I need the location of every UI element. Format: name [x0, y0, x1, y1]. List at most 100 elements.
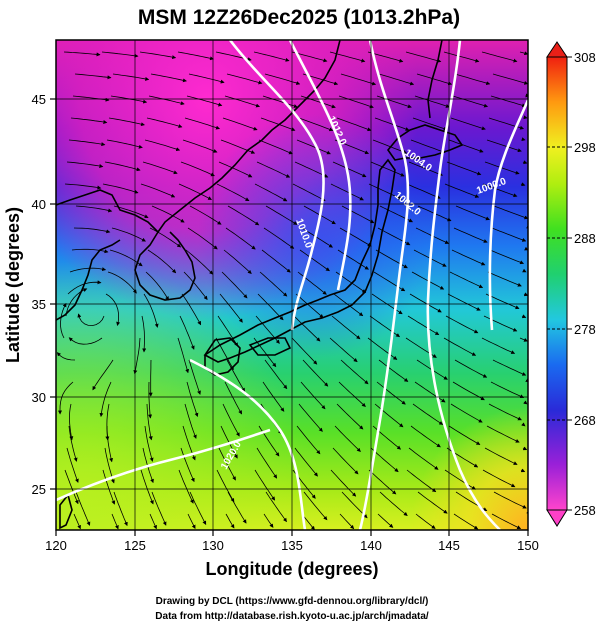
wind-streamline [183, 271, 208, 301]
wind-streamline [416, 73, 453, 86]
wind-streamline [217, 315, 239, 347]
wind-streamline [369, 315, 401, 338]
wind-streamline [406, 183, 441, 199]
wind-streamline [372, 139, 408, 154]
wind-streamline [112, 73, 150, 81]
y-tick-label: 40 [32, 197, 46, 212]
colorbar-tick-label: 308 [574, 50, 596, 65]
wind-streamline [60, 302, 67, 339]
wind-streamline [188, 359, 201, 395]
wind-streamline [63, 51, 101, 57]
wind-streamline [184, 403, 197, 439]
wind-streamline [263, 513, 274, 528]
wind-streamline [220, 139, 256, 154]
wind-streamline [178, 183, 212, 200]
wind-streamline [295, 293, 324, 319]
colorbar-tick-label: 268 [574, 413, 596, 428]
wind-streamline [490, 95, 527, 108]
wind-streamline [303, 491, 328, 521]
china-east-coast [56, 239, 121, 321]
wind-streamline [111, 227, 146, 242]
colorbar: 308 298 288 278 268 258 [546, 41, 596, 527]
wind-streamline [133, 337, 141, 375]
wind-streamline [149, 227, 182, 248]
wind-streamline [219, 293, 243, 323]
wind-streamline [106, 425, 113, 463]
wind-streamline [299, 249, 330, 272]
wind-streamline [75, 491, 91, 526]
wind-streamline [253, 51, 290, 62]
wind-streamline [257, 293, 284, 321]
wind-streamline [294, 447, 318, 477]
colorbar-tick-label: 288 [574, 231, 596, 246]
wind-streamline [218, 161, 253, 178]
wind-streamline [150, 73, 187, 83]
wind-streamline [146, 403, 153, 441]
wind-streamline [58, 381, 74, 415]
wind-streamline [410, 139, 446, 154]
wind-streamline [146, 117, 183, 128]
wind-streamline [408, 447, 439, 470]
wind-streamline [264, 73, 301, 85]
wind-streamline [331, 315, 361, 340]
wind-streamline [332, 161, 367, 178]
wind-streamline [481, 51, 518, 63]
isobar-1016 [189, 358, 307, 530]
wind-streamline [450, 117, 486, 131]
map-title: MSM 12Z26Dec2025 (1013.2hPa) [138, 6, 460, 29]
y-tick-label: 35 [32, 297, 46, 312]
wind-streamline [105, 293, 121, 326]
colorbar-max-arrow [546, 41, 568, 58]
wind-streamline [302, 359, 329, 387]
wind-streamline [180, 447, 195, 483]
wind-streamline [258, 425, 280, 457]
wind-streamline [67, 280, 102, 295]
wind-streamline [222, 403, 240, 437]
wind-streamline [374, 117, 410, 131]
wind-streamline [225, 227, 256, 250]
wind-streamline [224, 95, 261, 108]
wind-streamline [260, 117, 296, 132]
colorbar-min-arrow [546, 509, 568, 527]
korean-peninsula [134, 231, 196, 301]
wind-streamline [256, 447, 278, 479]
x-tick-label: 135 [281, 538, 303, 553]
wind-streamline [178, 469, 194, 504]
wind-streamline [414, 381, 446, 403]
wind-streamline [149, 513, 157, 530]
wind-streamline [140, 183, 176, 198]
wind-streamline [483, 315, 518, 332]
wind-streamline [408, 161, 444, 176]
y-axis-label: Latitude (degrees) [3, 207, 23, 363]
wind-streamline [490, 381, 525, 399]
wind-streamline [265, 491, 287, 523]
wind-streamline [73, 227, 111, 234]
wind-streamline [186, 95, 223, 107]
wind-streamline [218, 447, 236, 481]
wind-streamline [486, 139, 522, 153]
wind-streamline [454, 359, 488, 378]
shikoku-coastline [248, 337, 292, 356]
wind-streamline [367, 337, 398, 360]
wind-streamline [298, 403, 323, 432]
wind-streamline [189, 491, 207, 525]
wind-streamline [215, 337, 234, 371]
wind-streamline [177, 337, 190, 374]
wind-streamline [489, 249, 525, 265]
wind-streamline [187, 227, 218, 250]
wind-streamline [491, 227, 527, 242]
wind-streamline [417, 491, 448, 514]
wind-streamline [104, 161, 141, 172]
wind-streamline [151, 205, 185, 223]
wind-streamline [522, 446, 528, 451]
x-tick-labels: 120 125 130 135 140 145 150 [45, 538, 539, 553]
wind-streamline [74, 73, 112, 80]
wind-streamline [447, 293, 481, 311]
wind-streamline [337, 249, 369, 270]
wind-streamline [261, 249, 291, 273]
wind-streamline [493, 205, 528, 220]
wind-streamline [68, 337, 103, 345]
wind-streamline [107, 271, 137, 294]
wind-streamline [449, 271, 484, 289]
wind-streamline [492, 359, 527, 376]
